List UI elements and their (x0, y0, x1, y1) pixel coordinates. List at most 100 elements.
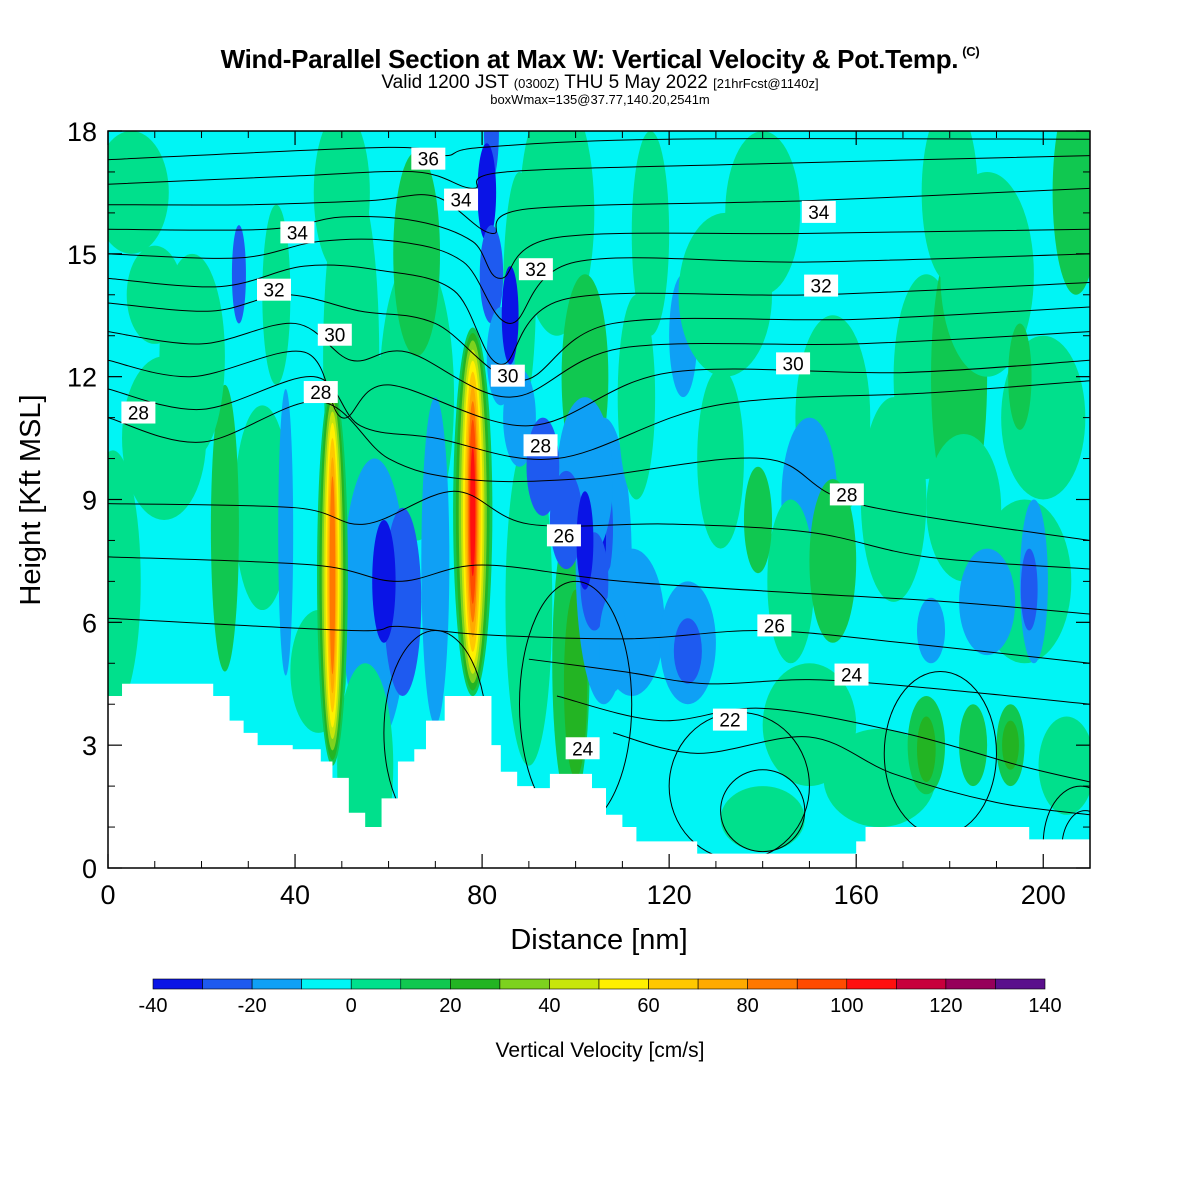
theta-contour-line (108, 322, 1090, 398)
velocity-cell (1008, 323, 1032, 430)
contour-label-box (523, 434, 558, 457)
contour-label: 26 (546, 524, 581, 547)
x-tick-label: 200 (1021, 880, 1066, 910)
contour-label-box (834, 663, 869, 686)
colorbar-tick-label: 120 (929, 995, 962, 1017)
velocity-cell (108, 450, 141, 713)
contour-label: 22 (712, 708, 747, 732)
colorbar-tick-label: -40 (139, 995, 168, 1017)
contour-label: 32 (257, 278, 292, 302)
velocity-cell (372, 519, 396, 643)
terrain-mask (108, 683, 1090, 868)
theta-contour-line (108, 376, 1090, 460)
y-tick-label: 6 (82, 608, 97, 638)
velocity-cell (108, 131, 169, 254)
colorbar-swatch (945, 978, 996, 990)
valid-utc: (0300Z) (513, 76, 560, 91)
contour-label-text: 30 (497, 367, 518, 388)
colorbar-tick-label: 40 (538, 995, 560, 1017)
colorbar-title: Vertical Velocity [cm/s] (496, 1039, 705, 1062)
velocity-cell (278, 388, 294, 676)
x-tick-label: 80 (467, 880, 497, 910)
contour-label-text: 22 (719, 711, 740, 732)
theta-contour-line (556, 695, 1090, 783)
y-tick-label: 15 (67, 240, 97, 270)
theta-contour-line (108, 138, 1090, 161)
colorbar-swatch (251, 978, 302, 990)
contour-label: 36 (411, 147, 446, 171)
contour-label-box (121, 401, 156, 424)
velocity-cell (916, 716, 936, 783)
downdraft-cell (479, 225, 504, 324)
contour-label-text: 30 (324, 326, 345, 347)
theta-contour-line (108, 556, 1090, 615)
velocity-cell (673, 618, 702, 684)
theta-contour-line (108, 350, 1090, 427)
colorbar-swatch (202, 978, 253, 990)
downdraft-cell (599, 593, 628, 692)
chart-subtitle: Valid 1200 JST (0300Z) THU 5 May 2022 [2… (0, 72, 1200, 94)
colorbar-tick-label: -20 (238, 995, 267, 1017)
box-max-info: boxWmax=135@37.77,140.20,2541m (490, 92, 710, 107)
velocity-cell (697, 368, 744, 549)
theta-contour-line (528, 658, 1090, 705)
colorbar-swatch (400, 978, 451, 990)
y-tick-label: 18 (67, 117, 97, 147)
x-tick-label: 0 (100, 880, 115, 910)
velocity-cell (1020, 548, 1038, 631)
colorbar-swatch (995, 978, 1046, 990)
contour-label-text: 34 (450, 191, 472, 212)
velocity-cell (234, 405, 291, 611)
contour-label-box (712, 708, 747, 731)
contour-label-text: 36 (418, 150, 439, 171)
updraft-core (470, 447, 476, 577)
y-tick-label: 9 (82, 486, 97, 516)
colorbar-tick-label: 0 (346, 995, 357, 1017)
velocity-cell (959, 548, 1016, 656)
plot-area (108, 131, 1090, 868)
contour-label-text: 24 (841, 666, 863, 687)
colorbar-swatch (846, 978, 897, 990)
velocity-cell (959, 704, 988, 787)
velocity-cell (505, 438, 553, 766)
colorbar-swatch (648, 978, 699, 990)
contour-label-box (444, 188, 479, 211)
x-axis-title: Distance [nm] (510, 924, 687, 956)
colorbar: -40 -20 0 20 40 60 80 100 120 140 (139, 978, 1062, 1017)
chart-title: Wind-Parallel Section at Max W: Vertical… (220, 44, 980, 74)
contour-label-box (303, 381, 338, 404)
contour-label-text: 32 (811, 277, 832, 298)
colorbar-swatch (350, 978, 402, 990)
contour-label-text: 28 (836, 485, 857, 506)
colorbar-tick-label: 80 (737, 995, 759, 1017)
contour-label-text: 32 (263, 281, 284, 302)
contour-label-text: 34 (287, 223, 309, 244)
contour-label-box (411, 147, 446, 170)
forecast-info: [21hrFcst@1140z] (713, 76, 819, 91)
contour-label-box (829, 483, 864, 506)
velocity-cell (313, 131, 370, 275)
velocity-cell (916, 597, 946, 664)
contour-label-box (776, 352, 811, 375)
updraft-core (329, 476, 336, 675)
colorbar-swatch (598, 978, 649, 990)
downdraft-cell (576, 491, 594, 590)
contour-label-box (546, 524, 581, 547)
velocity-shading (108, 131, 1090, 868)
contour-label: 24 (834, 663, 869, 687)
velocity-cell (720, 786, 805, 852)
x-tick-label: 40 (280, 880, 310, 910)
velocity-cell (823, 728, 936, 828)
contour-label-box (257, 278, 292, 301)
contour-label-text: 32 (525, 260, 546, 281)
colorbar-swatch (549, 978, 600, 990)
velocity-cell (231, 225, 246, 324)
y-tick-label: 0 (82, 854, 97, 884)
downdraft-cell (477, 143, 497, 242)
copyright-tag: (C) (962, 44, 980, 59)
contour-label-text: 28 (128, 404, 149, 425)
velocity-cell (1038, 716, 1090, 815)
contour-label-text: 30 (782, 354, 803, 375)
contour-label-box (804, 274, 839, 297)
